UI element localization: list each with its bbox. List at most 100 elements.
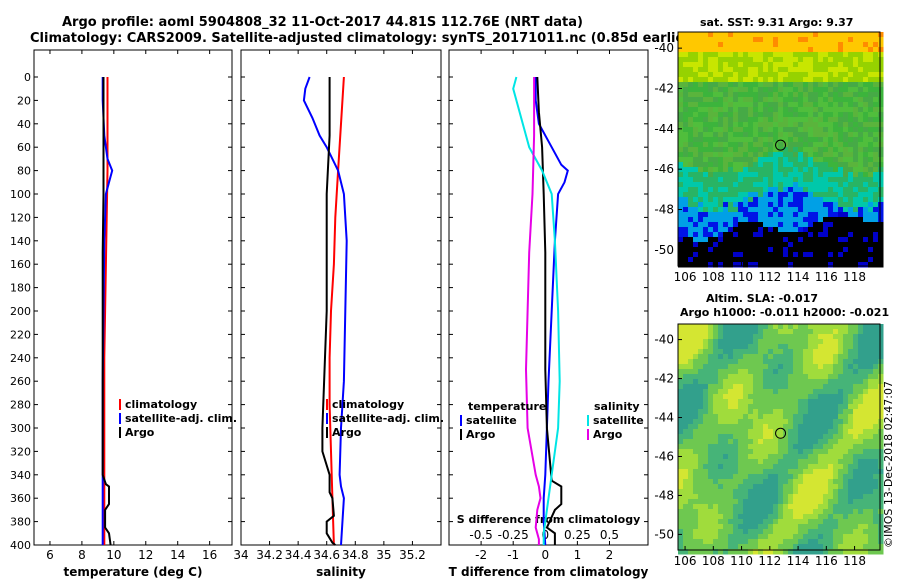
map-cell [813,207,819,213]
map-cell [843,32,849,38]
map-cell [688,187,694,193]
map-cell [833,354,839,360]
map-x-tick-label: 118 [843,270,866,284]
map-cell [873,52,879,58]
map-cell [713,449,719,455]
map-cell [743,414,749,420]
map-cell [848,197,854,203]
map-cell [758,509,764,515]
map-cell [783,384,789,390]
map-cell [793,524,799,530]
map-cell [783,404,789,410]
map-cell [693,324,699,330]
map-cell [833,247,839,253]
map-cell [703,344,709,350]
map-frame [677,31,881,267]
map-cell [843,107,849,113]
map-cell [733,369,739,375]
map-cell [798,202,804,208]
map-cell [828,212,834,218]
title-line-2: Climatology: CARS2009. Satellite-adjuste… [30,31,697,46]
map-cell [843,157,849,163]
map-cell [853,97,859,103]
map-cell [768,484,774,490]
map-cell [818,107,824,113]
map-cell [838,349,844,355]
map-x-tick-label: 110 [730,554,753,568]
map-cell [863,484,869,490]
map-cell [708,197,714,203]
map-cell [693,252,699,258]
map-cell [868,47,874,53]
map-cell [763,524,769,530]
map-cell [763,257,769,263]
map-cell [708,157,714,163]
map-cell [703,409,709,415]
map-cell [858,479,864,485]
map-cell [818,157,824,163]
map-cell [753,459,759,465]
map-cell [788,257,794,263]
map-cell [773,47,779,53]
map-cell [813,212,819,218]
map-cell [773,62,779,68]
map-cell [698,112,704,118]
map-cell [703,494,709,500]
map-cell [838,227,844,233]
map-cell [738,192,744,198]
map-cell [828,344,834,350]
map-cell [798,222,804,228]
map-cell [803,364,809,370]
map-cell [793,474,799,480]
map-cell [738,182,744,188]
map-cell [688,142,694,148]
map-cell [758,464,764,470]
map-cell [813,182,819,188]
map-cell [698,454,704,460]
map-cell [703,514,709,520]
map-cell [823,499,829,505]
map-cell [848,524,854,530]
map-cell [713,67,719,73]
map-cell [813,77,819,83]
map-cell [798,137,804,143]
map-cell [723,404,729,410]
map-cell [773,499,779,505]
map-cell [783,489,789,495]
map-cell [678,127,684,133]
map-cell [868,242,874,248]
map-cell [718,489,724,495]
map-cell [748,394,754,400]
map-cell [803,414,809,420]
map-cell [828,444,834,450]
map-cell [863,494,869,500]
map-cell [838,252,844,258]
map-cell [713,369,719,375]
map-cell [848,489,854,495]
map-cell [733,424,739,430]
map-cell [783,152,789,158]
map-cell [778,514,784,520]
map-cell [698,389,704,395]
map-cell [848,484,854,490]
map-cell [718,429,724,435]
map-cell [803,227,809,233]
map-cell [733,499,739,505]
map-cell [753,494,759,500]
map-cell [728,242,734,248]
map-cell [773,217,779,223]
map-cell [683,232,689,238]
map-cell [853,142,859,148]
map-cell [858,152,864,158]
map-cell [843,237,849,243]
map-cell [743,42,749,48]
map-cell [763,67,769,73]
map-cell [803,459,809,465]
map-cell [768,549,774,555]
map-cell [778,404,784,410]
map-cell [863,454,869,460]
map-cell [733,524,739,530]
map-cell [828,182,834,188]
map-cell [723,72,729,78]
map-cell [743,484,749,490]
